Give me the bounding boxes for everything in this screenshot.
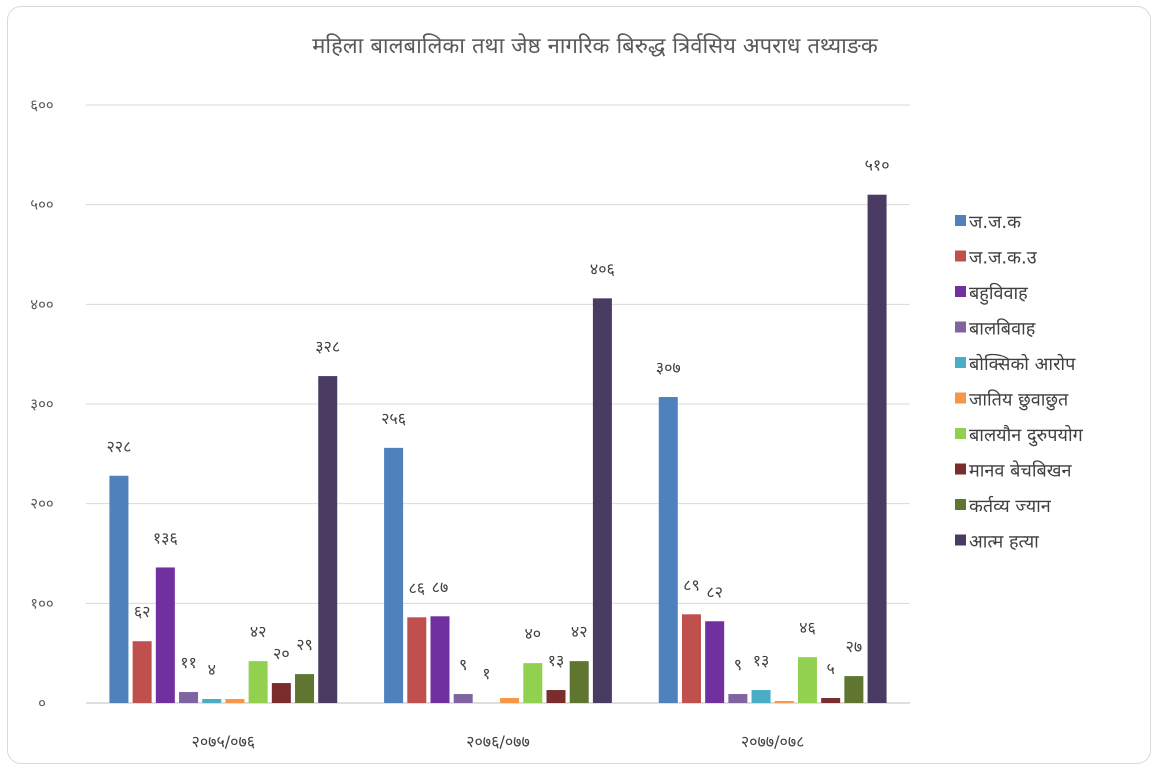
bar — [271, 683, 291, 703]
data-label: ५१० — [865, 156, 890, 175]
data-label: २९ — [296, 635, 313, 654]
chart-frame — [7, 6, 1151, 764]
y-axis-ticks: ० १०० २०० ३०० ४०० ५०० ६०० — [30, 96, 53, 712]
legend-swatch — [955, 321, 966, 333]
bar — [430, 616, 450, 703]
bar — [453, 694, 473, 703]
data-label: २० — [273, 644, 290, 663]
bar — [179, 692, 199, 703]
data-label: १ — [482, 664, 490, 683]
bar — [592, 298, 612, 703]
legend-swatch — [955, 392, 966, 404]
bar — [132, 641, 152, 703]
legend-label: ज.ज.क — [969, 212, 1022, 233]
legend-label: कर्तव्य ज्यान — [969, 495, 1052, 517]
bar — [705, 621, 725, 703]
data-label: ९ — [459, 655, 467, 674]
y-tick-label: ६०० — [30, 96, 53, 114]
legend-swatch — [955, 250, 966, 262]
data-label: ५ — [827, 659, 835, 678]
legend-label: मानव बेचबिखन — [969, 460, 1073, 482]
bars — [109, 194, 887, 703]
y-tick-label: ४०० — [30, 295, 53, 313]
bar — [867, 194, 887, 703]
category-label: २०७५/०७६ — [192, 732, 256, 751]
chart-title: महिला बालबालिका तथा जेष्ठ नागरिक बिरुद्ध… — [312, 33, 879, 59]
bar — [569, 661, 589, 703]
bar — [681, 614, 701, 703]
y-tick-label: ० — [38, 694, 46, 712]
bar — [295, 674, 315, 703]
data-label: १३६ — [153, 528, 178, 547]
data-label: ९ — [734, 655, 742, 674]
legend-label: बोक्सिको आरोप — [969, 353, 1076, 375]
data-label: ४२ — [571, 622, 588, 641]
category-label: २०७७/०७८ — [741, 732, 805, 751]
legend-swatch — [955, 428, 966, 439]
legend: ज.ज.क ज.ज.क.उ बहुविवाह बालबिवाह बोक्सिको आरो… — [955, 212, 1084, 553]
bar — [523, 663, 543, 703]
data-label: १३ — [548, 651, 565, 670]
bar — [384, 447, 404, 703]
legend-swatch — [955, 499, 966, 510]
legend-label: जातिय छुवाछुत — [969, 389, 1069, 411]
bar — [500, 698, 520, 703]
bar — [155, 567, 175, 703]
data-label: ८६ — [408, 578, 425, 597]
data-label: २७ — [846, 637, 863, 656]
legend-label: आत्म हत्या — [969, 532, 1039, 553]
bar — [728, 694, 748, 703]
data-label: ३२८ — [315, 337, 340, 356]
legend-swatch — [955, 463, 966, 475]
bar — [797, 657, 817, 703]
data-label: ११ — [180, 653, 197, 672]
bar — [546, 690, 566, 703]
bar — [248, 661, 268, 703]
data-label: ३०७ — [656, 358, 681, 377]
legend-label: बालयौन दुरुपयोग — [969, 424, 1084, 447]
legend-swatch — [955, 215, 966, 226]
y-tick-label: ५०० — [30, 196, 53, 214]
bar — [202, 699, 222, 703]
data-label: ८२ — [706, 582, 723, 601]
y-tick-label: ३०० — [30, 395, 53, 413]
legend-label: ज.ज.क.उ — [969, 248, 1038, 269]
bar — [658, 397, 678, 703]
bar — [774, 701, 794, 703]
legend-label: बहुविवाह — [969, 282, 1028, 305]
bar — [751, 690, 771, 703]
bar — [109, 475, 129, 703]
grid-lines — [86, 104, 910, 704]
x-axis-categories: २०७५/०७६ २०७६/०७७ २०७७/०७८ — [192, 732, 805, 751]
legend-label: बालबिवाह — [969, 318, 1036, 340]
data-label: २५६ — [381, 409, 406, 428]
bar — [225, 699, 245, 703]
data-label: ४६ — [799, 618, 816, 637]
data-label: ८९ — [683, 575, 700, 594]
data-label: ६२ — [134, 602, 151, 621]
data-label: १३ — [753, 651, 770, 670]
bar — [821, 698, 841, 703]
data-label: २२८ — [106, 437, 131, 456]
bar — [407, 617, 427, 703]
data-label: ४० — [524, 624, 541, 643]
data-label: ४२ — [250, 622, 267, 641]
bar — [844, 676, 864, 703]
data-label: ८७ — [432, 577, 449, 596]
bar — [318, 376, 338, 703]
legend-swatch — [955, 286, 966, 297]
legend-swatch — [955, 357, 966, 368]
legend-swatch — [955, 534, 966, 546]
data-label: ४०६ — [590, 259, 615, 278]
y-tick-label: १०० — [30, 594, 53, 612]
data-labels: २२८ ६२ १३६ ११ ४ ४२ २० २९ ३२८ २५६ ८६ ८७ ९ ४० १३ ४२ ४०६ ३०७… — [106, 156, 889, 683]
y-tick-label: २०० — [30, 495, 53, 513]
category-label: २०७६/०७७ — [466, 732, 530, 751]
data-label: ४ — [208, 660, 216, 679]
